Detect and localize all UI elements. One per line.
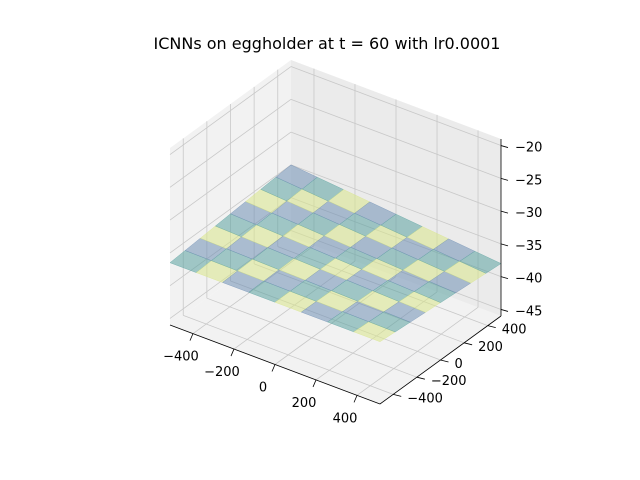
y-axis: −400 −200 0 200 400 xyxy=(379,315,527,406)
z-tick xyxy=(500,276,509,280)
y-tick-label: 0 xyxy=(455,357,463,372)
x-tick xyxy=(312,379,317,388)
x-tick-label: −200 xyxy=(204,365,240,380)
x-tick-label: −400 xyxy=(163,350,199,365)
y-tick xyxy=(464,342,473,346)
y-tick xyxy=(393,393,402,397)
z-tick xyxy=(500,210,509,214)
chart-title: ICNNs on eggholder at t = 60 with lr0.00… xyxy=(154,34,501,53)
grid-line-z-back xyxy=(290,131,502,212)
y-tick-label: −200 xyxy=(431,374,467,389)
x-tick-label: 400 xyxy=(333,411,358,426)
z-axis: −20 −25 −30 −35 −40 −45 xyxy=(500,139,542,319)
grid-line-z-side xyxy=(169,99,292,188)
z-tick xyxy=(500,243,509,247)
x-tick xyxy=(230,348,235,357)
z-tick xyxy=(500,309,509,312)
x-tick xyxy=(353,395,358,403)
z-tick xyxy=(500,145,509,148)
grid-line-z-back xyxy=(290,164,502,245)
z-tick-label: −30 xyxy=(515,206,542,221)
grid-line-y-floor xyxy=(206,297,418,378)
z-tick-label: −25 xyxy=(515,173,542,188)
x-tick xyxy=(189,333,194,341)
grid-line-z-side xyxy=(169,66,292,155)
z-tick-label: −40 xyxy=(515,272,542,287)
grid-line-y-floor xyxy=(183,315,394,395)
z-tick xyxy=(500,177,509,181)
grid-line-z-side xyxy=(169,164,292,254)
x-tick xyxy=(271,364,276,372)
z-tick-label: −20 xyxy=(515,141,542,156)
y-tick-label: 400 xyxy=(502,323,527,338)
y-tick-label: −400 xyxy=(407,391,443,406)
y-tick xyxy=(416,376,425,380)
x-tick-label: 200 xyxy=(292,396,317,411)
x-tick-label: 0 xyxy=(259,381,267,396)
surface-plot xyxy=(169,164,502,343)
z-tick-label: −35 xyxy=(515,239,542,254)
x-axis: −400 −200 0 200 400 xyxy=(163,324,381,426)
grid-line-z-side xyxy=(169,131,292,221)
y-tick xyxy=(487,325,496,329)
grid-line-z-back xyxy=(290,98,502,179)
y-tick xyxy=(440,359,449,363)
z-tick-label: −45 xyxy=(515,304,542,319)
grid-line-z-back xyxy=(290,66,502,146)
y-tick-label: 200 xyxy=(478,340,503,355)
